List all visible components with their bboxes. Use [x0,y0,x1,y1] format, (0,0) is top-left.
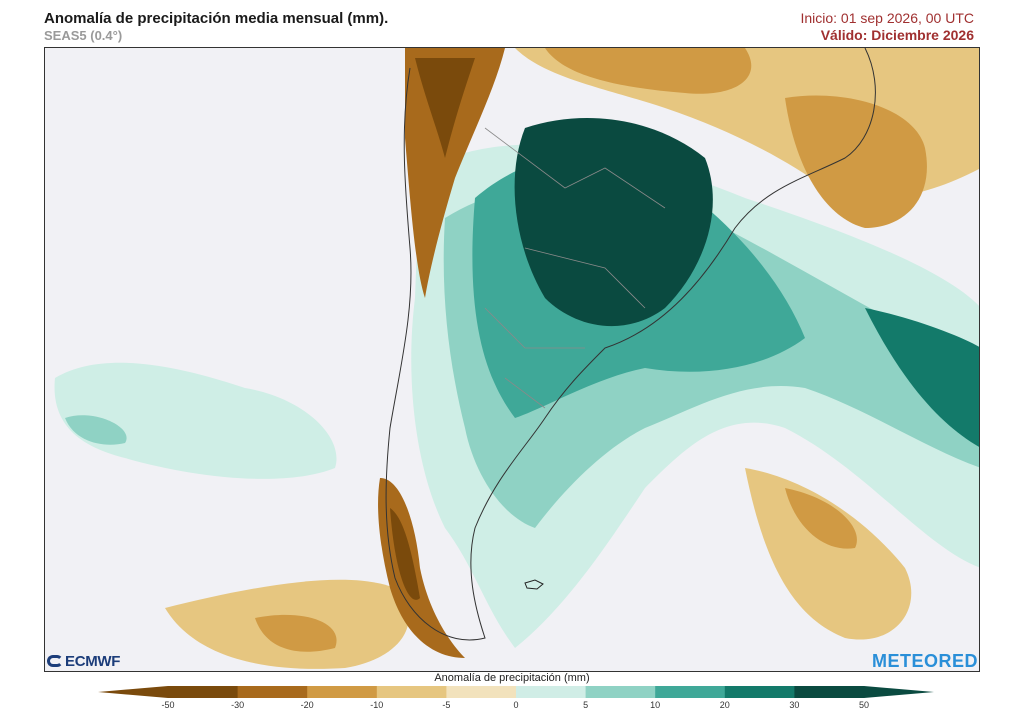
colorbar-tick-label: -30 [231,700,245,710]
colorbar-segment [516,686,587,698]
colorbar-tick-label: 5 [583,700,589,710]
model-label: SEAS5 (0.4°) [44,28,123,43]
anomaly-pos-pacific [54,362,337,479]
anomaly-neg-andes [405,48,505,298]
colorbar-tick-label: 0 [513,700,519,710]
colorbar-arrow-left [98,686,168,698]
colorbar-segment [794,686,865,698]
anomaly-neg-north-mid [545,48,752,94]
colorbar-segment [585,686,656,698]
colorbar-segment [307,686,378,698]
valid-date: Válido: Diciembre 2026 [820,27,974,43]
anomaly-pos-pacific-2 [65,415,127,445]
ecmwf-logo-text: ECMWF [65,653,121,670]
anomaly-neg-northeast [785,95,927,228]
colorbar-segment [237,686,308,698]
anomaly-pos-core [514,118,713,327]
colorbar-arrow-right [864,686,934,698]
colorbar-tick-label: -10 [370,700,384,710]
colorbar-tick-label: -20 [300,700,314,710]
colorbar-label: Anomalía de precipitación (mm) [434,672,590,684]
map-canvas [45,48,979,671]
anomaly-neg-south-pacific-2 [255,614,337,652]
colorbar-tick-label: 20 [719,700,730,710]
colorbar-segment [168,686,239,698]
colorbar [98,686,934,698]
colorbar-segment [446,686,517,698]
meteored-logo: METEORED [871,651,978,671]
colorbar-tick-label: -50 [161,700,175,710]
anomaly-neg-patagonia-core [390,508,420,600]
colorbar-tick-label: 10 [650,700,661,710]
colorbar-segment [655,686,726,698]
country-borders [484,127,666,409]
colorbar-tick-label: 30 [789,700,800,710]
anomaly-neg-andes-core [415,58,475,158]
ecmwf-logo: ECMWF [47,653,120,670]
colorbar-segment [376,686,447,698]
anomaly-pos-east-band [865,308,979,447]
colorbar-ticks: -50 -30 -20 -10 -5 0 5 10 20 30 50 [0,700,1024,714]
anomaly-neg-south-atlantic-2 [785,488,857,549]
map-title: Anomalía de precipitación media mensual … [44,10,389,27]
ecmwf-mark-icon [47,655,63,667]
colorbar-tick-label: -5 [442,700,451,710]
precipitation-anomaly-map [44,47,980,672]
falkland-islands [524,579,544,590]
colorbar-tick-label: 50 [858,700,870,710]
coastline-south-america [385,48,876,641]
colorbar-segment [724,686,795,698]
init-date: Inicio: 01 sep 2026, 00 UTC [800,10,974,26]
anomaly-neg-south-atlantic [745,468,912,640]
